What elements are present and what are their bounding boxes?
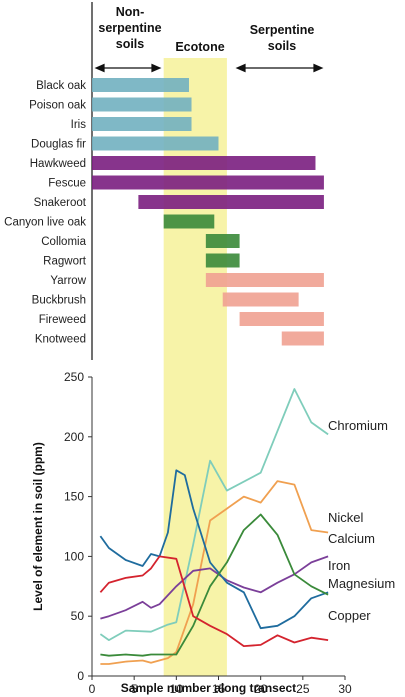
ecotone-band [163, 58, 227, 676]
series-line-magnesium [100, 513, 329, 657]
x-tick-label: 25 [296, 682, 310, 696]
species-bar [138, 195, 324, 209]
series-label-copper: Copper [328, 608, 371, 623]
species-bar [239, 312, 324, 326]
series-label-magnesium: Magnesium [328, 576, 395, 591]
species-label: Iris [71, 119, 87, 131]
species-label: Knotweed [35, 334, 86, 346]
species-label: Black oak [36, 80, 86, 92]
arrowhead-right-icon [313, 63, 324, 73]
series-label-calcium: Calcium [328, 531, 375, 546]
zone-nonserpentine-line1: Non- [116, 5, 144, 19]
axes: 0 5 10 15 20 25 30 0 50 100 150 200 250 [64, 370, 352, 696]
y-tick-label: 250 [64, 370, 84, 384]
species-bar [92, 117, 192, 131]
series-line-calcium [100, 555, 329, 620]
x-tick-label: 5 [131, 682, 138, 696]
species-range-chart: Black oak Poison oak Iris Douglas fir Hawkwe… [4, 78, 324, 346]
species-bar [92, 175, 324, 190]
species-bar [163, 214, 215, 229]
species-label: Hawkweed [30, 158, 86, 170]
x-tick-label: 10 [170, 682, 184, 696]
x-tick-label: 20 [254, 682, 268, 696]
species-bar [281, 331, 324, 346]
series-label-iron: Iron [328, 558, 350, 573]
arrowhead-left-icon [235, 63, 246, 73]
x-axis-label: Sample number along transect [121, 681, 296, 695]
species-bar [205, 234, 240, 248]
series-label-nickel: Nickel [328, 510, 364, 525]
species-label: Collomia [41, 236, 86, 248]
series-label-chromium: Chromium [328, 418, 388, 433]
x-tick-label: 0 [89, 682, 96, 696]
species-label: Fescue [48, 178, 86, 190]
y-axis-label: Level of element in soil (ppm) [31, 442, 45, 611]
y-tick-label: 200 [64, 430, 84, 444]
y-tick-label: 0 [77, 669, 84, 683]
species-bar [92, 156, 316, 170]
species-label: Poison oak [29, 100, 86, 112]
species-bar [222, 292, 299, 307]
arrowhead-left-icon [94, 63, 105, 73]
arrowhead-right-icon [151, 63, 162, 73]
series-lines [99, 388, 329, 665]
y-tick-label: 150 [64, 490, 84, 504]
y-tick-label: 50 [71, 609, 85, 623]
species-label: Canyon live oak [4, 217, 86, 229]
species-label: Buckbrush [32, 295, 86, 307]
x-tick-label: 30 [338, 682, 352, 696]
species-label: Douglas fir [31, 139, 86, 151]
series-labels: Chromium Nickel Calcium Iron Magnesium Copper [328, 418, 395, 623]
zone-serpentine-line1: Serpentine [250, 23, 315, 37]
species-label: Ragwort [43, 256, 87, 268]
series-line-iron [99, 469, 329, 630]
species-bar [92, 78, 189, 92]
soil-element-line-chart: 0 5 10 15 20 25 30 0 50 100 150 200 250 Chromium Nick… [31, 370, 395, 696]
y-tick-label: 100 [64, 549, 84, 563]
x-tick-label: 15 [212, 682, 226, 696]
species-label: Fireweed [39, 314, 86, 326]
species-label: Snakeroot [34, 197, 87, 209]
series-line-nickel [100, 480, 329, 665]
species-bar [92, 97, 192, 112]
zone-nonserpentine-line3: soils [116, 37, 145, 51]
zone-ecotone-label: Ecotone [175, 40, 224, 54]
species-bar [205, 273, 324, 287]
zone-header: Non- serpentine soils Ecotone Serpentine… [91, 2, 324, 360]
species-bar [92, 136, 219, 151]
zone-nonserpentine-line2: serpentine [98, 21, 161, 35]
species-bar [205, 253, 240, 268]
series-line-copper [99, 555, 329, 647]
zone-serpentine-line2: soils [268, 39, 297, 53]
species-label: Yarrow [50, 275, 86, 287]
